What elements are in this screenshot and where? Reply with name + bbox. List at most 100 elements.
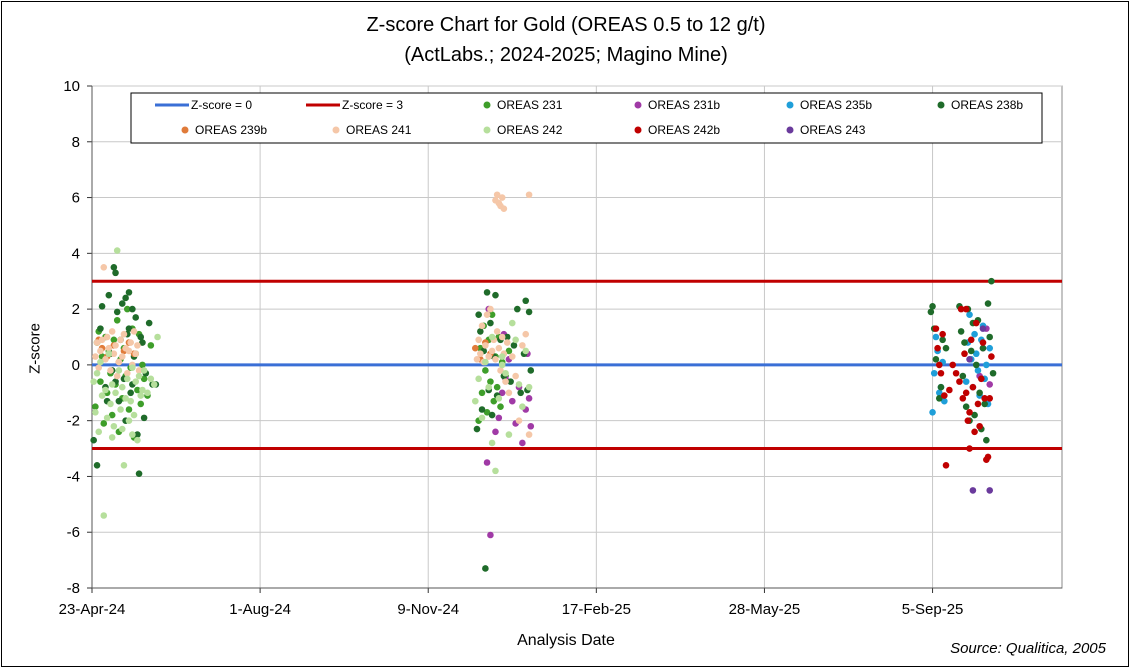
data-point <box>929 409 936 416</box>
y-tick-label: 4 <box>72 245 80 262</box>
data-point <box>515 381 523 388</box>
data-point <box>979 325 987 332</box>
data-point <box>983 436 990 444</box>
legend-marker-swatch <box>634 126 642 134</box>
data-point <box>108 381 116 388</box>
data-point <box>92 403 99 411</box>
data-point <box>959 395 967 402</box>
x-tick-label: 1-Aug-24 <box>229 601 291 618</box>
data-point <box>935 361 943 369</box>
data-point <box>502 369 509 377</box>
data-point <box>98 392 106 399</box>
data-point <box>124 375 131 383</box>
data-point <box>110 350 118 358</box>
data-point <box>124 369 131 377</box>
legend-marker-swatch <box>937 101 945 109</box>
data-point <box>477 350 484 358</box>
data-point <box>124 305 131 313</box>
data-point <box>508 353 516 360</box>
data-point <box>979 344 987 352</box>
data-point <box>100 512 108 519</box>
data-point <box>986 395 994 402</box>
data-point <box>147 342 155 349</box>
data-point <box>118 300 126 307</box>
data-point <box>522 330 530 338</box>
data-point <box>478 406 486 413</box>
data-point <box>966 356 973 363</box>
data-point <box>988 353 995 360</box>
data-point <box>478 322 486 330</box>
data-point <box>941 392 948 399</box>
data-point <box>515 417 523 424</box>
data-point <box>98 303 106 310</box>
data-point <box>137 392 145 399</box>
x-tick-label: 5-Sep-25 <box>902 601 964 618</box>
data-point <box>519 403 526 411</box>
data-point <box>932 325 940 332</box>
data-point <box>488 311 496 318</box>
data-point <box>969 487 977 494</box>
data-point <box>505 389 513 397</box>
data-point <box>979 339 987 346</box>
data-point <box>942 344 950 352</box>
data-point <box>930 369 938 377</box>
legend-label: OREAS 242b <box>648 123 720 137</box>
data-point <box>939 336 946 344</box>
data-point <box>120 461 128 469</box>
data-point <box>140 367 148 374</box>
data-point <box>112 342 119 349</box>
data-point <box>97 347 104 355</box>
data-point <box>525 431 533 438</box>
data-point <box>503 333 511 341</box>
legend-box <box>130 92 1043 144</box>
data-point <box>498 389 506 397</box>
data-point <box>98 336 106 344</box>
data-point <box>112 389 119 397</box>
data-point <box>482 342 489 349</box>
data-point <box>483 289 491 296</box>
data-point <box>127 397 134 405</box>
data-point <box>113 372 121 380</box>
data-point <box>92 409 99 416</box>
data-point <box>122 395 129 402</box>
data-point <box>941 397 948 405</box>
data-point <box>110 336 118 344</box>
legend-marker-swatch <box>634 101 642 109</box>
data-point <box>122 294 129 302</box>
data-point <box>100 263 108 271</box>
data-point <box>473 425 481 433</box>
chart-subtitle: (ActLabs.; 2024-2025; Magino Mine) <box>404 44 728 66</box>
data-point <box>113 308 121 316</box>
data-point <box>118 383 126 391</box>
data-point <box>490 397 498 405</box>
data-point <box>505 347 513 355</box>
data-point <box>969 383 977 391</box>
data-point <box>966 445 973 452</box>
data-point <box>108 411 116 419</box>
data-point <box>971 330 978 338</box>
data-point <box>108 328 116 335</box>
data-point <box>974 367 982 374</box>
legend-marker-swatch <box>332 126 340 134</box>
data-point <box>498 333 506 341</box>
data-point <box>102 386 109 394</box>
legend-label: Z-score = 3 <box>342 98 403 112</box>
data-point <box>137 400 145 408</box>
data-point <box>97 378 104 385</box>
data-point <box>154 333 161 341</box>
x-tick-label: 23-Apr-24 <box>59 601 126 618</box>
data-point <box>988 277 995 285</box>
y-tick-label: 0 <box>72 357 80 374</box>
data-point <box>97 358 104 366</box>
data-point <box>478 414 486 422</box>
data-point <box>497 367 504 374</box>
data-point <box>135 470 143 477</box>
data-point <box>132 350 140 358</box>
data-point <box>107 367 114 374</box>
y-tick-label: -2 <box>67 413 80 430</box>
data-point <box>140 375 148 383</box>
data-point <box>108 434 116 441</box>
data-point <box>519 342 526 349</box>
data-point <box>967 336 975 344</box>
